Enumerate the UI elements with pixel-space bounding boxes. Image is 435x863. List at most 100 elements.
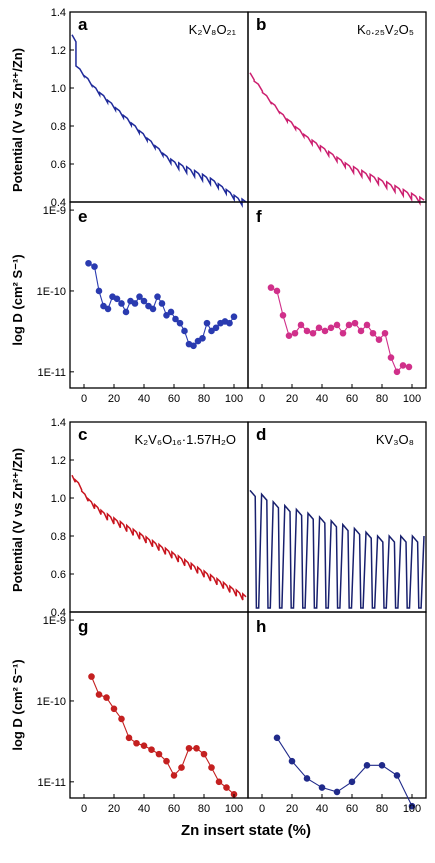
panel-frame-b: [247, 11, 427, 203]
y-tick-label-e-1: 1E-10: [37, 286, 66, 298]
x-tick-label-e-3: 60: [168, 393, 180, 405]
x-axis-label: Zn insert state (%): [181, 822, 311, 839]
y-tick-label-g-2: 1E-9: [43, 615, 66, 627]
y-tick-label-g-0: 1E-11: [37, 777, 66, 789]
x-tick-label-h-3: 60: [346, 803, 358, 815]
data-point-e-4: [104, 305, 112, 313]
y-axis-label-logd-top: log D (cm² S⁻¹): [10, 254, 25, 345]
data-point-f-22: [399, 362, 407, 369]
data-point-e-1: [91, 263, 98, 270]
data-point-g-15: [200, 750, 208, 758]
data-point-e-8: [122, 308, 130, 316]
x-tick-label-g-1: 20: [108, 803, 120, 815]
y-axis-label-potential-bottom: Potential (V vs Zn²⁺/Zn): [10, 448, 25, 592]
data-point-f-7: [309, 329, 317, 337]
y-tick-label-a-4: 1.2: [51, 45, 66, 57]
data-point-f-2: [279, 312, 287, 319]
data-point-h-4: [333, 788, 341, 796]
data-point-h-0: [273, 734, 281, 742]
panel-frame-a: [69, 11, 249, 203]
data-point-g-0: [88, 673, 95, 680]
y-tick-label-c-1: 0.6: [51, 569, 66, 581]
series-line-b: [249, 72, 425, 207]
panel-frame-h: [247, 611, 427, 799]
panel-formula-d: KV₃O₈: [376, 432, 414, 447]
data-point-e-25: [199, 334, 206, 342]
x-tick-label-f-2: 40: [316, 393, 328, 405]
data-point-g-7: [140, 742, 148, 749]
y-tick-label-c-5: 1.4: [51, 417, 66, 429]
data-point-h-3: [318, 784, 326, 791]
x-tick-label-f-3: 60: [346, 393, 358, 405]
panel-letter-f: f: [256, 207, 262, 226]
data-point-g-1: [95, 691, 103, 698]
data-point-g-14: [193, 744, 200, 752]
data-point-g-17: [215, 778, 223, 786]
data-point-f-13: [345, 321, 353, 329]
data-point-f-19: [381, 329, 389, 337]
data-point-f-0: [267, 284, 275, 291]
data-point-h-1: [288, 757, 296, 765]
series-line-h: [276, 737, 413, 807]
data-point-g-2: [103, 694, 110, 701]
x-tick-label-f-4: 80: [376, 393, 388, 405]
x-tick-label-f-5: 100: [403, 393, 421, 405]
panel-frame-g: [69, 611, 249, 799]
data-point-h-6: [363, 762, 371, 769]
data-point-e-0: [85, 259, 92, 267]
x-tick-label-g-4: 80: [198, 803, 210, 815]
panel-frame-f: [247, 201, 427, 389]
data-point-e-31: [226, 319, 233, 327]
panel-letter-c: c: [78, 425, 87, 444]
y-axis-label-logd-bottom: log D (cm² S⁻¹): [10, 659, 25, 750]
y-tick-label-e-0: 1E-11: [37, 367, 66, 379]
data-point-e-12: [140, 297, 148, 305]
data-point-g-13: [185, 744, 193, 752]
x-tick-label-h-4: 80: [376, 803, 388, 815]
panel-letter-e: e: [78, 207, 87, 226]
series-line-c: [71, 474, 247, 601]
y-axis-label-potential-top: Potential (V vs Zn²⁺/Zn): [10, 48, 25, 192]
y-tick-label-e-2: 1E-9: [43, 205, 66, 217]
x-tick-label-g-5: 100: [225, 803, 243, 815]
x-tick-label-h-2: 40: [316, 803, 328, 815]
data-point-f-8: [315, 324, 323, 332]
data-point-f-23: [405, 363, 413, 371]
data-point-g-4: [118, 715, 125, 723]
data-point-e-28: [212, 324, 220, 332]
y-tick-label-a-2: 0.8: [51, 121, 66, 133]
panel-letter-g: g: [78, 617, 88, 636]
x-tick-label-h-5: 100: [403, 803, 421, 815]
data-point-f-3: [285, 332, 293, 339]
data-point-e-2: [95, 287, 103, 295]
data-point-f-16: [363, 321, 371, 329]
data-point-h-8: [393, 772, 401, 779]
data-point-e-7: [118, 300, 125, 307]
data-point-g-12: [178, 764, 185, 771]
data-point-h-5: [348, 778, 356, 786]
data-point-g-10: [163, 757, 170, 765]
x-tick-label-e-5: 100: [225, 393, 243, 405]
data-point-f-14: [351, 319, 359, 327]
data-point-h-7: [378, 762, 386, 769]
data-point-f-18: [375, 336, 383, 343]
panel-formula-b: K₀.₂₅V₂O₅: [357, 22, 414, 37]
series-line-a: [71, 34, 247, 209]
data-point-g-16: [208, 764, 215, 771]
x-tick-label-g-3: 60: [168, 803, 180, 815]
data-point-f-4: [291, 329, 299, 337]
x-tick-label-e-2: 40: [138, 393, 150, 405]
data-point-g-9: [155, 750, 163, 758]
data-point-e-23: [190, 342, 197, 350]
data-point-e-10: [131, 300, 139, 307]
data-point-e-6: [113, 295, 121, 303]
data-point-f-9: [321, 327, 329, 335]
data-point-e-14: [149, 305, 157, 313]
y-tick-label-a-1: 0.6: [51, 159, 66, 171]
data-point-f-6: [303, 327, 311, 335]
x-tick-label-h-0: 0: [259, 803, 265, 815]
data-point-h-9: [408, 802, 416, 810]
panel-letter-h: h: [256, 617, 266, 636]
panel-letter-a: a: [78, 15, 88, 34]
